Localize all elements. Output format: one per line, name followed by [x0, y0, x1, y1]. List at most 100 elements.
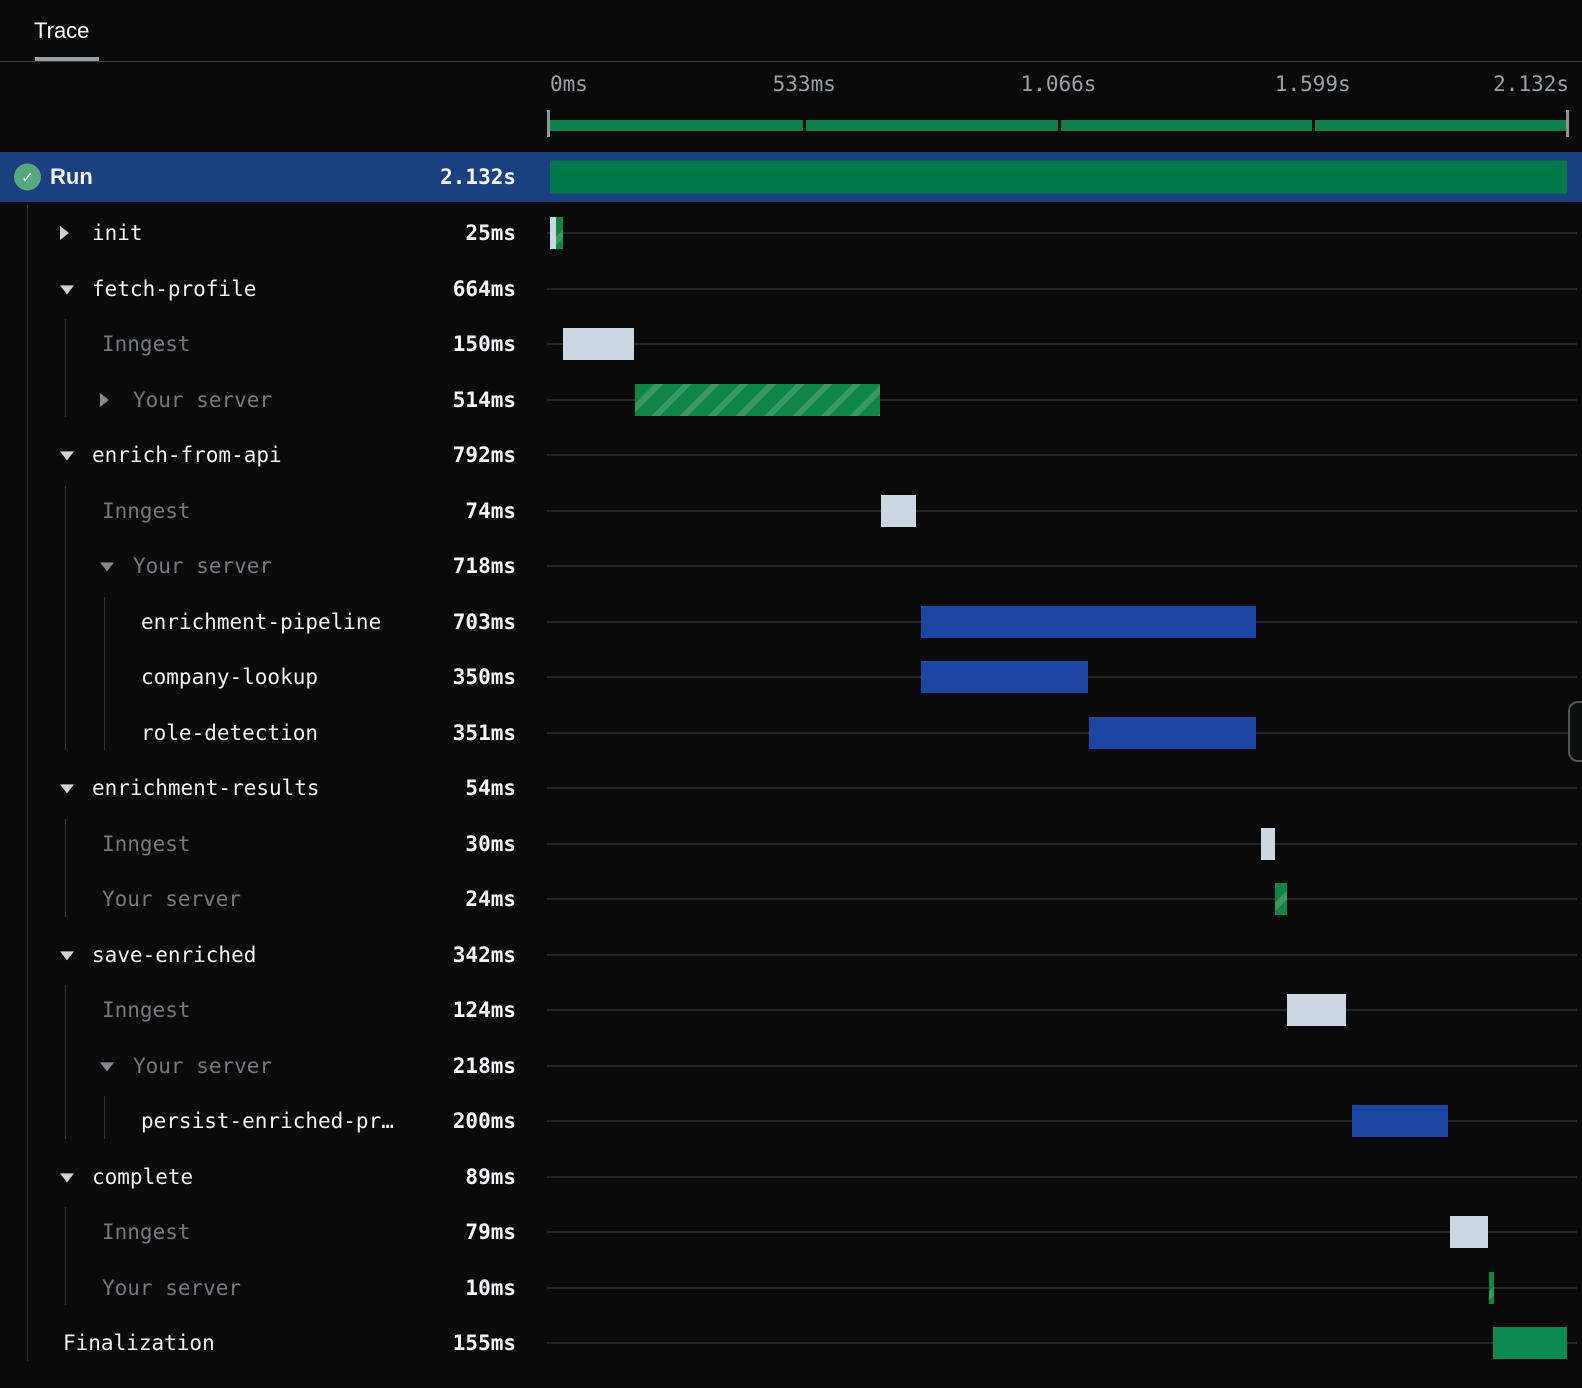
span-duration: 703ms: [452, 609, 516, 634]
tree-guide-line: [65, 818, 66, 917]
span-bar-inngest[interactable]: [1286, 994, 1347, 1027]
trace-row-company-lookup[interactable]: company-lookup 350ms: [0, 649, 1582, 705]
row-track-line: [547, 454, 1577, 457]
span-bar-inngest[interactable]: [550, 217, 557, 250]
tick-label: 2.132s: [1493, 72, 1569, 96]
row-track-line: [547, 1175, 1577, 1178]
span-name: Inngest: [102, 1220, 191, 1245]
span-duration: 155ms: [452, 1331, 516, 1356]
span-name: save-enriched: [92, 942, 257, 967]
row-track-line: [547, 898, 1577, 901]
span-name: Your server: [133, 387, 273, 412]
span-bar-inngest[interactable]: [562, 328, 635, 361]
span-duration: 200ms: [452, 1109, 516, 1134]
minimap-tick-notch: [1057, 117, 1061, 134]
trace-row-role-detection[interactable]: role-detection 351ms: [0, 705, 1582, 761]
tree-guide-line: [65, 1207, 66, 1306]
span-bar-exec[interactable]: [921, 605, 1257, 638]
caret-down-icon[interactable]: [60, 1172, 74, 1182]
span-bar-server[interactable]: [556, 217, 563, 250]
span-bar-inngest[interactable]: [1260, 827, 1276, 860]
trace-row-save-enriched[interactable]: save-enriched 342ms: [0, 927, 1582, 983]
span-bar-inngest[interactable]: [1450, 1216, 1488, 1249]
trace-row-enrichment-pipeline[interactable]: enrichment-pipeline 703ms: [0, 594, 1582, 650]
trace-row-fetch-profile[interactable]: fetch-profile 664ms: [0, 261, 1582, 317]
span-bar-exec[interactable]: [921, 661, 1089, 694]
caret-down-icon[interactable]: [60, 950, 74, 960]
row-track-line: [547, 343, 1577, 346]
tick-label: 1.066s: [1020, 72, 1097, 96]
span-duration: 124ms: [452, 998, 516, 1023]
row-track-line: [547, 731, 1577, 734]
trace-row-your-server[interactable]: Your server 718ms: [0, 538, 1582, 594]
trace-row-inngest[interactable]: Inngest 124ms: [0, 982, 1582, 1038]
span-duration: 10ms: [465, 1275, 516, 1300]
span-duration: 24ms: [465, 887, 516, 912]
span-name: Inngest: [102, 498, 191, 523]
caret-down-icon[interactable]: [100, 562, 114, 572]
span-bar-inngest[interactable]: [881, 494, 917, 527]
span-name: enrichment-pipeline: [141, 609, 382, 634]
tab-trace[interactable]: Trace: [34, 0, 99, 61]
row-track-line: [547, 787, 1577, 790]
trace-row-finalization[interactable]: Finalization 155ms: [0, 1315, 1582, 1371]
trace-row-enrichment-results[interactable]: enrichment-results 54ms: [0, 760, 1582, 816]
span-duration: 218ms: [452, 1053, 516, 1078]
trace-row-inngest[interactable]: Inngest 30ms: [0, 816, 1582, 872]
caret-down-icon[interactable]: [60, 784, 74, 794]
trace-row-inngest[interactable]: Inngest 150ms: [0, 316, 1582, 372]
tree-guide-line: [104, 1096, 105, 1139]
span-name: fetch-profile: [92, 276, 257, 301]
span-duration: 2.132s: [440, 165, 516, 189]
span-bar-exec[interactable]: [1089, 716, 1257, 749]
row-track-line: [547, 1342, 1577, 1345]
trace-row-your-server[interactable]: Your server 218ms: [0, 1038, 1582, 1094]
span-bar-server[interactable]: [1275, 883, 1287, 916]
minimap-tick-notch: [803, 117, 807, 134]
caret-down-icon[interactable]: [100, 1061, 114, 1071]
row-track-line: [547, 953, 1577, 956]
trace-row-your-server[interactable]: Your server 24ms: [0, 871, 1582, 927]
span-bar-run-total[interactable]: [550, 160, 1567, 194]
trace-row-your-server[interactable]: Your server 514ms: [0, 372, 1582, 428]
span-name: Your server: [102, 887, 242, 912]
span-bar-server[interactable]: [634, 383, 881, 416]
span-bar-final[interactable]: [1493, 1327, 1567, 1360]
trace-row-enrich-from-api[interactable]: enrich-from-api 792ms: [0, 427, 1582, 483]
span-name: Inngest: [102, 332, 191, 357]
status-success-icon: ✓: [14, 163, 41, 191]
caret-right-icon[interactable]: [60, 226, 69, 241]
span-duration: 79ms: [465, 1220, 516, 1245]
span-duration: 54ms: [465, 776, 516, 801]
minimap-end-tick: [1566, 110, 1569, 137]
trace-row-run[interactable]: ✓ Run 2.132s: [0, 152, 1582, 202]
row-track-line: [547, 1231, 1577, 1234]
span-bar-server[interactable]: [1488, 1271, 1494, 1304]
trace-row-persist-enriched-pr[interactable]: persist-enriched-pr… 200ms: [0, 1093, 1582, 1149]
trace-row-inngest[interactable]: Inngest 74ms: [0, 483, 1582, 539]
span-duration: 514ms: [452, 387, 516, 412]
span-name: company-lookup: [141, 665, 319, 690]
trace-row-complete[interactable]: complete 89ms: [0, 1149, 1582, 1205]
span-name: enrichment-results: [92, 776, 320, 801]
row-track-line: [547, 842, 1577, 845]
span-duration: 30ms: [465, 831, 516, 856]
caret-right-icon[interactable]: [100, 392, 109, 407]
scrollbar-thumb[interactable]: [1568, 701, 1582, 762]
span-name: Run: [50, 164, 93, 189]
span-name: role-detection: [141, 720, 319, 745]
trace-row-inngest[interactable]: Inngest 79ms: [0, 1204, 1582, 1260]
tab-active-indicator: [35, 57, 99, 61]
caret-down-icon[interactable]: [60, 451, 74, 461]
trace-row-init[interactable]: init 25ms: [0, 205, 1582, 261]
span-name: Finalization: [63, 1331, 215, 1356]
span-duration: 718ms: [452, 554, 516, 579]
span-bar-exec[interactable]: [1352, 1105, 1448, 1138]
row-track-line: [547, 398, 1577, 401]
caret-down-icon[interactable]: [60, 284, 74, 294]
tab-trace-label: Trace: [34, 17, 90, 43]
span-duration: 350ms: [452, 665, 516, 690]
trace-row-your-server[interactable]: Your server 10ms: [0, 1260, 1582, 1316]
